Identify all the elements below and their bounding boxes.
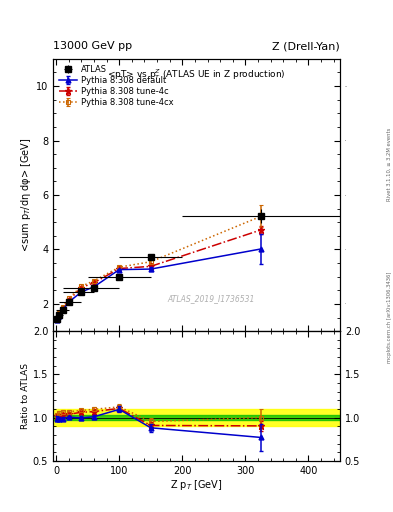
Bar [53, 415, 340, 420]
Text: mcplots.cern.ch [arXiv:1306.3436]: mcplots.cern.ch [arXiv:1306.3436] [387, 272, 392, 363]
Text: <pT> vs p$_T^Z$ (ATLAS UE in Z production): <pT> vs p$_T^Z$ (ATLAS UE in Z productio… [107, 67, 286, 82]
Text: ATLAS_2019_I1736531: ATLAS_2019_I1736531 [167, 294, 255, 303]
Bar [53, 409, 340, 426]
Text: Rivet 3.1.10, ≥ 3.2M events: Rivet 3.1.10, ≥ 3.2M events [387, 127, 392, 201]
Text: Z (Drell-Yan): Z (Drell-Yan) [272, 41, 340, 51]
Text: 13000 GeV pp: 13000 GeV pp [53, 41, 132, 51]
Y-axis label: Ratio to ATLAS: Ratio to ATLAS [21, 363, 30, 429]
Y-axis label: <sum p$_T$/dη dφ> [GeV]: <sum p$_T$/dη dφ> [GeV] [19, 138, 33, 252]
Legend: ATLAS, Pythia 8.308 default, Pythia 8.308 tune-4c, Pythia 8.308 tune-4cx: ATLAS, Pythia 8.308 default, Pythia 8.30… [57, 63, 176, 109]
X-axis label: Z p$_T$ [GeV]: Z p$_T$ [GeV] [170, 478, 223, 493]
